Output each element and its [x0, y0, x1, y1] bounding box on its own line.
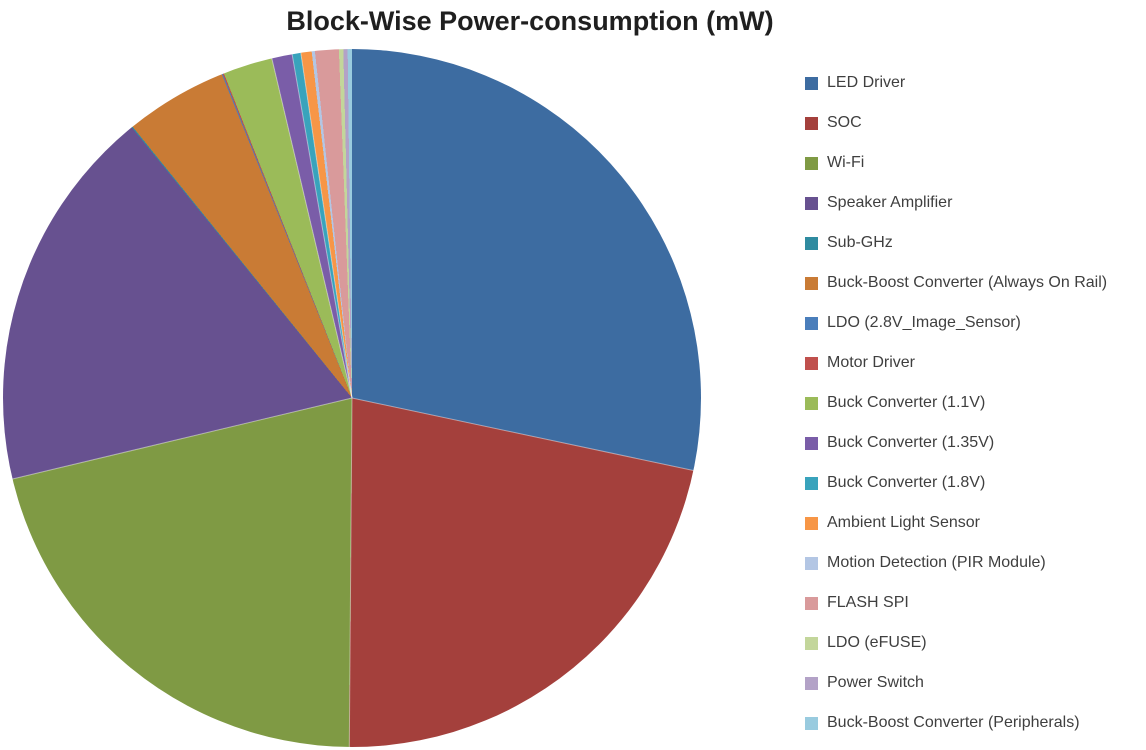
legend-item: Buck Converter (1.1V): [805, 383, 1146, 423]
legend-label: Buck-Boost Converter (Peripherals): [827, 714, 1080, 731]
legend-label: Sub-GHz: [827, 234, 893, 251]
legend-item: Buck Converter (1.35V): [805, 423, 1146, 463]
legend-label: Ambient Light Sensor: [827, 514, 980, 531]
legend-swatch: [805, 396, 818, 410]
legend-item: Buck-Boost Converter (Always On Rail): [805, 263, 1146, 303]
legend-label: SOC: [827, 114, 862, 131]
legend-swatch: [805, 476, 818, 490]
legend-item: FLASH SPI: [805, 583, 1146, 623]
chart-legend: LED Driver SOC Wi-Fi Speaker Amplifier S…: [805, 63, 1146, 743]
legend-label: Buck Converter (1.1V): [827, 394, 986, 411]
legend-item: Motion Detection (PIR Module): [805, 543, 1146, 583]
legend-item: LDO (2.8V_Image_Sensor): [805, 303, 1146, 343]
legend-item: Ambient Light Sensor: [805, 503, 1146, 543]
legend-item: Motor Driver: [805, 343, 1146, 383]
legend-swatch: [805, 156, 818, 170]
legend-label: FLASH SPI: [827, 594, 909, 611]
legend-swatch: [805, 436, 818, 450]
legend-label: Motor Driver: [827, 354, 916, 371]
legend-swatch: [805, 276, 818, 290]
legend-item: Sub-GHz: [805, 223, 1146, 263]
legend-label: LED Driver: [827, 74, 906, 91]
legend-item: Buck Converter (1.8V): [805, 463, 1146, 503]
legend-item: Wi-Fi: [805, 143, 1146, 183]
legend-swatch: [805, 196, 818, 210]
legend-item: Speaker Amplifier: [805, 183, 1146, 223]
legend-swatch: [805, 76, 818, 90]
legend-label: Buck Converter (1.8V): [827, 474, 986, 491]
legend-swatch: [805, 516, 818, 530]
legend-item: SOC: [805, 103, 1146, 143]
legend-swatch: [805, 596, 818, 610]
legend-item: LDO (eFUSE): [805, 623, 1146, 663]
legend-label: Speaker Amplifier: [827, 194, 953, 211]
legend-label: LDO (eFUSE): [827, 634, 927, 651]
legend-swatch: [805, 676, 818, 690]
legend-item: LED Driver: [805, 63, 1146, 103]
legend-swatch: [805, 716, 818, 730]
legend-swatch: [805, 356, 818, 370]
legend-label: Power Switch: [827, 674, 924, 691]
legend-swatch: [805, 636, 818, 650]
legend-item: Buck-Boost Converter (Peripherals): [805, 703, 1146, 743]
legend-label: Buck-Boost Converter (Always On Rail): [827, 274, 1108, 291]
legend-item: Power Switch: [805, 663, 1146, 703]
legend-swatch: [805, 556, 818, 570]
legend-swatch: [805, 116, 818, 130]
legend-swatch: [805, 236, 818, 250]
legend-label: Motion Detection (PIR Module): [827, 554, 1046, 571]
legend-label: Wi-Fi: [827, 154, 865, 171]
legend-label: Buck Converter (1.35V): [827, 434, 995, 451]
pie-chart: [3, 49, 701, 747]
legend-label: LDO (2.8V_Image_Sensor): [827, 314, 1021, 331]
chart-title: Block-Wise Power-consumption (mW): [286, 6, 774, 36]
legend-swatch: [805, 316, 818, 330]
pie-chart-area: [3, 49, 701, 747]
